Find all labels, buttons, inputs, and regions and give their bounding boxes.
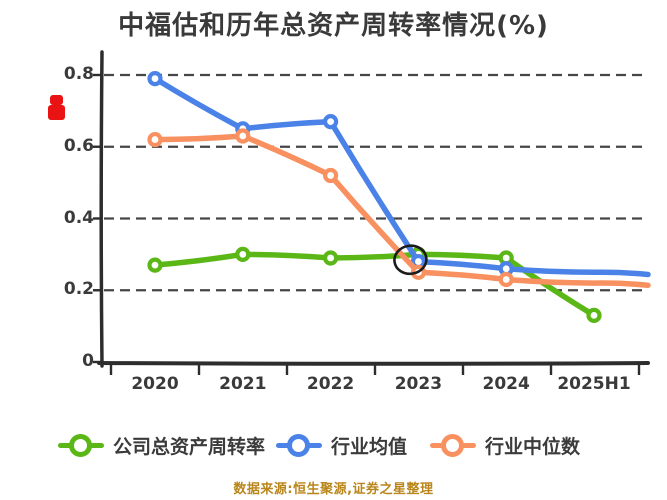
series-line-0	[152, 251, 597, 319]
data-point-行业中位数-2021	[235, 128, 251, 144]
legend-label: 行业均值	[331, 436, 408, 458]
legend-label: 行业中位数	[485, 436, 581, 458]
red-seal-icon	[48, 94, 66, 121]
legend-circle	[69, 433, 92, 457]
footer-source: 数据来源:恒生聚源,证券之星整理	[233, 482, 434, 497]
y-tick-label-0.8: 0.8	[63, 64, 94, 84]
red-seal-bottom-block	[48, 105, 65, 120]
data-point-公司总资产周转率-2020	[147, 257, 163, 273]
y-tick-label-0.4: 0.4	[63, 207, 94, 228]
y-tick-label-0.2: 0.2	[63, 279, 94, 300]
data-point-行业均值-2020	[147, 70, 163, 87]
legend-circle	[441, 433, 464, 457]
legend-item-1[interactable]: 行业均值	[276, 432, 407, 459]
x-tick-label-2021: 2021	[219, 374, 267, 394]
series-line-1	[152, 75, 651, 278]
y-tick-label-0.6: 0.6	[63, 135, 94, 156]
x-tick-label-2023: 2023	[394, 374, 443, 394]
legend-circle	[287, 433, 310, 457]
annotation-ellipse	[393, 244, 428, 276]
data-point-公司总资产周转率-2021	[235, 246, 251, 262]
chart-legend: 公司总资产周转率 行业均值 行业中位数	[0, 432, 667, 464]
series-line-2	[152, 133, 651, 289]
data-point-行业中位数-2020	[147, 131, 163, 148]
data-point-行业中位数-2022	[323, 167, 339, 184]
y-tick-label-0: 0	[82, 351, 94, 371]
y-axis-line	[99, 50, 104, 368]
red-seal-top-block	[50, 95, 63, 105]
legend-line-circle-icon	[276, 433, 322, 459]
x-tick-label-2025H1: 2025H1	[557, 374, 631, 394]
x-tick-label-2020: 2020	[131, 374, 179, 394]
legend-line-circle-icon	[58, 433, 104, 459]
x-axis-line	[97, 361, 650, 366]
chart-title: 中福估和历年总资产周转率情况(%)	[118, 11, 549, 41]
data-point-公司总资产周转率-2022	[323, 250, 339, 266]
data-point-行业中位数-2024	[498, 271, 514, 288]
data-point-公司总资产周转率-2025H1	[586, 307, 602, 323]
legend-item-0[interactable]: 公司总资产周转率	[58, 432, 265, 459]
x-tick-label-2024: 2024	[482, 374, 530, 394]
data-point-行业均值-2022	[323, 114, 339, 130]
legend-label: 公司总资产周转率	[113, 436, 266, 458]
legend-item-2[interactable]: 行业中位数	[430, 432, 580, 459]
x-tick-label-2022: 2022	[306, 374, 355, 394]
legend-line-circle-icon	[430, 433, 476, 459]
